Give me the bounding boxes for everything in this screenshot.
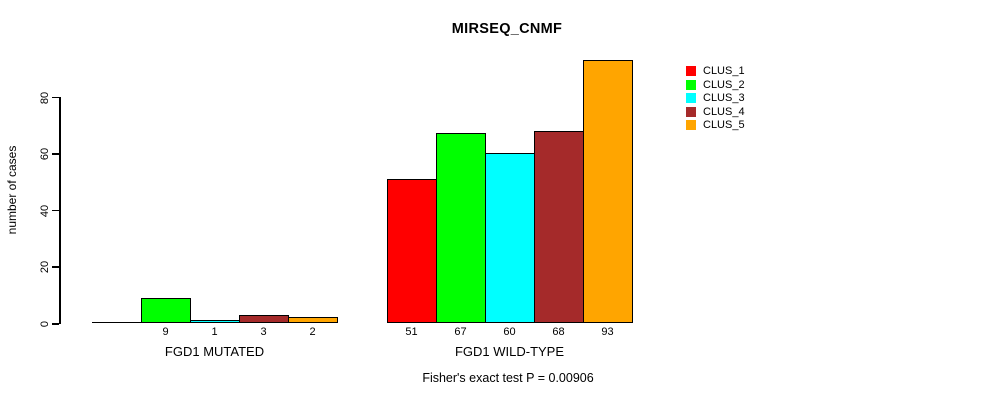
bar	[485, 153, 535, 323]
legend-label: CLUS_3	[703, 92, 745, 104]
bar	[436, 133, 486, 323]
bar	[387, 179, 437, 323]
y-tick-mark	[52, 96, 59, 99]
legend-swatch	[686, 120, 696, 130]
group-label: FGD1 MUTATED	[164, 344, 265, 359]
footnote: Fisher's exact test P = 0.00906	[422, 371, 594, 385]
bar	[534, 131, 584, 323]
y-tick-label: 40	[39, 204, 51, 217]
bar-value-label: 60	[503, 326, 516, 338]
bar-value-label: 3	[260, 326, 267, 338]
legend-label: CLUS_2	[703, 78, 745, 91]
legend-swatch	[686, 66, 696, 76]
y-tick-label: 60	[39, 148, 51, 161]
y-axis-title: number of cases	[5, 145, 19, 235]
bar	[583, 60, 633, 323]
zero-bar	[92, 321, 142, 323]
bar	[190, 320, 240, 323]
y-tick-label: 20	[39, 261, 51, 274]
legend-label: CLUS_5	[703, 119, 745, 131]
legend-swatch	[686, 106, 696, 117]
legend-label: CLUS_1	[703, 65, 745, 77]
y-tick-label: 0	[39, 320, 51, 328]
y-tick-label: 80	[39, 91, 51, 104]
legend-label: CLUS_4	[703, 105, 745, 118]
group-label: FGD1 WILD-TYPE	[454, 344, 565, 359]
y-tick-mark	[52, 153, 59, 155]
bar	[288, 317, 338, 323]
bar-value-label: 67	[454, 326, 467, 338]
bar	[141, 298, 191, 323]
bar-value-label: 93	[601, 326, 614, 338]
bar	[239, 315, 289, 323]
bar-value-label: 9	[162, 326, 169, 338]
chart-title: MIRSEQ_CNMF	[451, 21, 563, 37]
y-tick-mark	[52, 323, 59, 325]
bar-value-label: 68	[552, 326, 565, 338]
bar-value-label: 2	[309, 326, 316, 338]
y-tick-mark	[52, 266, 59, 268]
y-axis-line	[59, 96, 61, 325]
bar-value-label: 51	[405, 326, 418, 338]
legend-swatch	[686, 79, 696, 90]
bar-value-label: 1	[211, 326, 218, 338]
legend-swatch	[686, 93, 696, 103]
y-tick-mark	[52, 209, 59, 212]
